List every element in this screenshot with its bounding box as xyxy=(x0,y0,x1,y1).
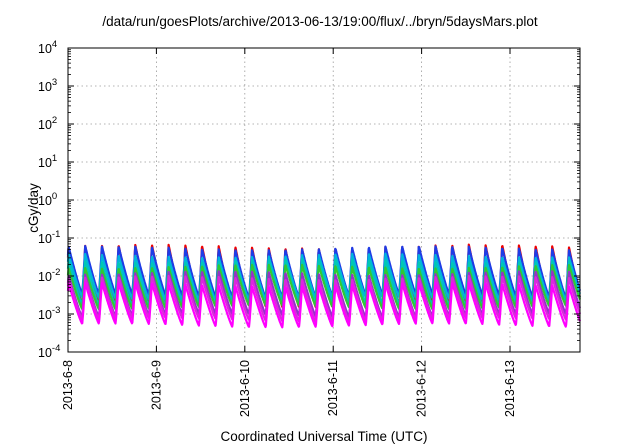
x-axis-label: Coordinated Universal Time (UTC) xyxy=(220,429,428,444)
x-tick-label: 2013-6-10 xyxy=(238,360,252,417)
y-tick-label: 100 xyxy=(38,191,57,208)
chart-title: /data/run/goesPlots/archive/2013-06-13/1… xyxy=(102,14,538,29)
axes: 10-4 10-3 10-2 10-1 100 101 102 103 104 2013-6-8 2… xyxy=(38,39,581,417)
y-tick-label: 104 xyxy=(38,39,57,56)
series-line xyxy=(66,274,582,323)
series-line xyxy=(66,252,582,302)
y-tick-label: 102 xyxy=(38,115,57,132)
y-tick-label: 10-4 xyxy=(38,343,60,360)
y-tick-label: 103 xyxy=(38,77,57,94)
x-tick-label: 2013-6-9 xyxy=(149,360,163,410)
x-tick-label: 2013-6-11 xyxy=(326,360,340,416)
y-tick-label: 10-3 xyxy=(38,305,60,322)
plot-frame xyxy=(67,47,581,353)
data-series xyxy=(66,243,582,329)
y-tick-label: 10-1 xyxy=(38,229,60,246)
y-tick-label: 10-2 xyxy=(38,267,60,284)
series-line xyxy=(66,263,582,311)
x-tick-label: 2013-6-13 xyxy=(503,360,517,417)
series-line xyxy=(66,281,582,329)
x-tick-label: 2013-6-12 xyxy=(415,360,429,417)
y-tick-label: 101 xyxy=(38,153,57,170)
x-tick-label: 2013-6-8 xyxy=(61,360,75,410)
